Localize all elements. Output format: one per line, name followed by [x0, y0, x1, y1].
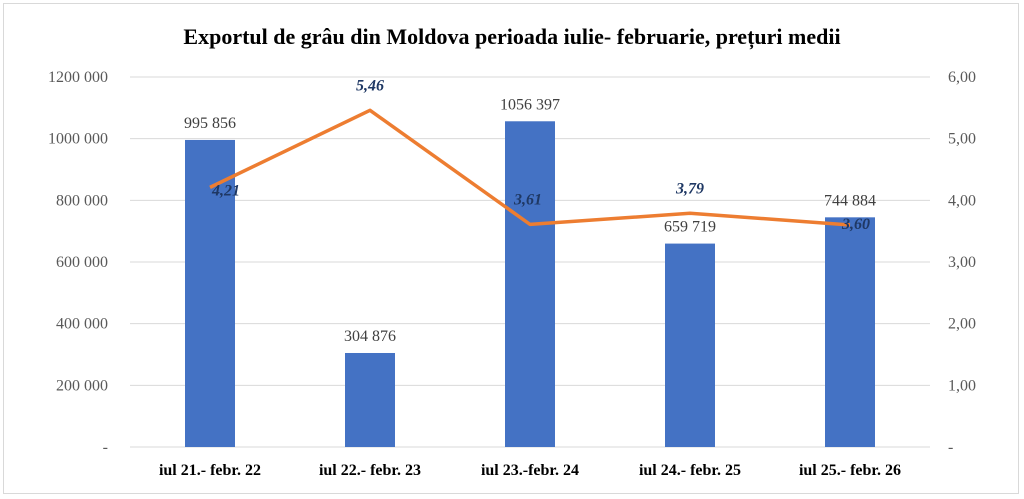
category-label: iul 21.- febr. 22	[159, 462, 261, 479]
bar	[665, 243, 715, 447]
price-value-label: 5,46	[356, 77, 384, 94]
left-tick-label: 200 000	[56, 377, 108, 394]
left-axis-ticks: - 200 000 400 000 600 000 800 000 1000 000 120…	[48, 69, 108, 456]
left-tick-label: 400 000	[56, 316, 108, 333]
bar-value-label: 744 884	[824, 192, 876, 209]
chart-title: Exportul de grâu din Moldova perioada iu…	[183, 24, 840, 50]
category-labels: iul 21.- febr. 22 iul 22.- febr. 23 iul 23…	[159, 462, 901, 479]
bar	[185, 139, 235, 447]
category-label: iul 25.- febr. 26	[799, 462, 901, 479]
bar	[345, 352, 395, 447]
bar-series	[185, 121, 875, 447]
line-value-labels: 4,21 5,46 3,61 3,79 3,60	[211, 77, 870, 233]
price-value-label: 3,61	[513, 191, 542, 208]
category-label: iul 22.- febr. 23	[319, 462, 421, 479]
right-tick-label: -	[948, 439, 953, 456]
category-label: iul 23.-febr. 24	[481, 462, 579, 479]
left-tick-label: 600 000	[56, 254, 108, 271]
left-tick-label: 800 000	[56, 192, 108, 209]
bar	[825, 217, 875, 447]
right-tick-label: 2,00	[948, 316, 976, 333]
left-tick-label: 1000 000	[48, 131, 108, 148]
bar-value-label: 995 856	[184, 115, 236, 132]
left-tick-label: 1200 000	[48, 69, 108, 86]
right-tick-label: 3,00	[948, 254, 976, 271]
right-axis-ticks: - 1,00 2,00 3,00 4,00 5,00 6,00	[948, 69, 976, 456]
bar-value-label: 1056 397	[500, 96, 560, 113]
category-label: iul 24.- febr. 25	[639, 462, 741, 479]
bar	[505, 121, 555, 447]
bar-value-label: 659 719	[664, 219, 716, 236]
right-tick-label: 1,00	[948, 377, 976, 394]
price-value-label: 4,21	[211, 182, 240, 199]
bar-value-label: 304 876	[344, 328, 396, 345]
right-tick-label: 5,00	[948, 131, 976, 148]
line-series	[209, 108, 851, 227]
right-tick-label: 4,00	[948, 192, 976, 209]
left-tick-label: -	[103, 439, 108, 456]
price-value-label: 3,79	[675, 180, 704, 197]
right-tick-label: 6,00	[948, 69, 976, 86]
price-value-label: 3,60	[841, 216, 870, 233]
bar-value-labels: 995 856 304 876 1056 397 659 719 744 884	[184, 96, 876, 345]
